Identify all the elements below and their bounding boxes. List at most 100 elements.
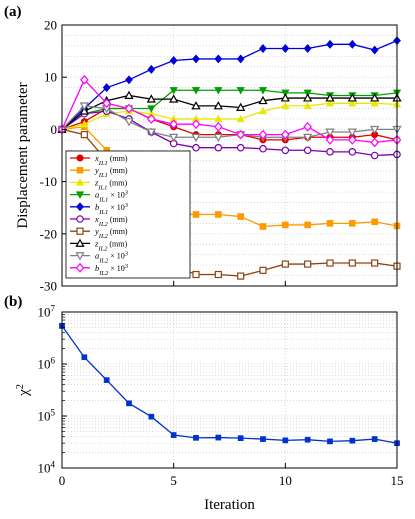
chart-a-series-1-point — [349, 220, 356, 227]
chart-a-series-6-point — [192, 270, 200, 279]
chart-a-series-line-8 — [61, 105, 397, 138]
chart-b-xlabel: Iteration — [204, 497, 255, 513]
chart-b-panel-label: (b) — [4, 294, 22, 310]
legend-label-unit: (mm) — [110, 154, 128, 163]
chart-b-series-0-point — [304, 436, 311, 443]
chart-a-series-7-point — [370, 93, 380, 102]
legend-label-symbol: z — [94, 177, 99, 187]
chart-a-series-5-point — [192, 143, 200, 152]
chart-a-series-4-point — [303, 44, 312, 53]
chart-a-series-3-point — [281, 89, 290, 98]
chart-b-ytick-label: 105 — [38, 408, 56, 424]
chart-a-series-7-point — [191, 101, 201, 110]
chart-a-series-2-point — [348, 99, 357, 107]
chart-a-series-1-point — [215, 211, 222, 218]
legend-label-symbol: a — [95, 251, 99, 261]
chart-a-series-9-point — [169, 119, 178, 130]
legend-label-symbol: b — [95, 263, 99, 273]
chart-a-series-5-point — [370, 151, 379, 160]
chart-a-series-5-point — [326, 148, 334, 156]
legend-label-symbol: y — [94, 226, 99, 236]
chart-a-series-7-point — [347, 93, 357, 102]
legend-label-subscript: IL1 — [98, 172, 108, 179]
chart-b-series-0-point — [170, 432, 177, 438]
chart-b-ytick-label: 106 — [38, 356, 56, 372]
chart-a-series-6-point — [304, 260, 312, 268]
chart-b-ytick-exponent: 7 — [51, 304, 56, 314]
chart-a-series-6-point — [259, 266, 267, 274]
chart-a-series-line-7 — [61, 94, 397, 130]
chart-b-series-0-point — [327, 438, 333, 445]
legend-label-unit: (mm) — [110, 215, 128, 224]
chart-a-panel-label: (a) — [4, 4, 22, 20]
chart-a-series-4-point — [214, 54, 223, 64]
chart-b-ylabel-exponent: 2 — [15, 384, 26, 389]
legend-label-exponent: 3 — [124, 201, 129, 208]
chart-a-series-9-point — [281, 129, 290, 140]
legend-label-subscript: IL2 — [98, 221, 109, 228]
chart-b-xtick-label: 10 — [279, 473, 292, 488]
chart-a-legend-label-0: xIL1 (mm) — [94, 153, 128, 167]
chart-a-series-line-4 — [61, 40, 398, 130]
chart-a-series-6-point — [348, 259, 356, 267]
chart-a-series-3-point — [258, 87, 268, 95]
chart-a-series-8-point — [213, 133, 223, 143]
chart-b-series-0-point — [282, 437, 289, 444]
chart-a-series-8-point — [347, 128, 357, 137]
chart-a-series-5-point — [259, 144, 267, 153]
chart-a-series-1-point — [282, 221, 289, 229]
chart-a-series-7-point — [79, 106, 89, 115]
chart-a-series-1-point — [192, 211, 200, 218]
chart-a-legend-marker-5 — [76, 215, 84, 223]
legend-label-subscript: IL2 — [98, 233, 109, 240]
legend-label-symbol: b — [95, 202, 99, 212]
chart-a: -30 -20 -10 0 10 20 (a) Displacement paramete… — [4, 4, 402, 294]
chart-a-ytick-label: 20 — [44, 18, 57, 33]
chart-a-grid — [62, 25, 397, 286]
chart-a-frame — [61, 24, 398, 287]
chart-b-ytick-exponent: 5 — [51, 408, 56, 418]
chart-a-ylabel: Displacement parameter — [15, 82, 31, 228]
chart-a-series-9-point — [147, 114, 156, 124]
chart-a-series-9-point — [370, 137, 379, 148]
chart-a-series-7-point — [325, 93, 335, 102]
chart-a-legend-label-5: xIL2 (mm) — [94, 214, 128, 228]
chart-a-series-9-point — [191, 119, 201, 130]
chart-a-series-2-point — [281, 101, 290, 110]
chart-a-series-4-point — [125, 75, 133, 85]
chart-a-series-6-point — [281, 260, 289, 268]
chart-b-series-0-point — [126, 400, 132, 407]
chart-a-series-4-point — [281, 44, 290, 53]
chart-a-series-8-point — [146, 128, 156, 137]
chart-a-legend-label-4: bIL1 × 103 — [95, 201, 129, 215]
chart-a-series-5-point — [348, 148, 357, 156]
chart-a-series-4-point — [169, 56, 178, 65]
chart-b-frame — [61, 311, 398, 469]
chart-a-legend-label-8: aIL2 × 103 — [95, 250, 129, 264]
chart-a-series-8-point — [325, 128, 335, 137]
chart-a-series-9-point — [124, 103, 134, 114]
legend-label-unit: × 10 — [110, 203, 125, 212]
chart-a-series-line-9 — [61, 78, 398, 144]
legend-label-unit: × 10 — [110, 252, 125, 261]
chart-a-series-8-point — [124, 118, 134, 127]
chart-a-series-7-point — [236, 102, 246, 111]
chart-a-series-9-point — [80, 74, 89, 85]
chart-b-series-0-point — [260, 436, 266, 442]
chart-b-series-0-point — [215, 434, 222, 441]
chart-a-series-9-point — [325, 134, 335, 145]
chart-a-legend-label-6: yIL2 (mm) — [94, 226, 128, 240]
chart-a-series-7-point — [124, 90, 134, 99]
chart-a-series-line-3 — [61, 89, 398, 130]
chart-a-legend-marker-7 — [75, 238, 85, 247]
legend-label-symbol: z — [94, 238, 99, 248]
chart-a-ytick-label: 10 — [44, 70, 57, 85]
chart-a-series-8-point — [303, 133, 313, 143]
chart-a-series-6-point — [237, 272, 245, 280]
chart-a-series-8-point — [191, 133, 201, 143]
chart-a-series-6-point — [371, 259, 379, 267]
chart-a-series-3-point — [236, 87, 245, 95]
chart-b-ytick-exponent: 6 — [51, 356, 56, 366]
chart-a-legend-marker-3 — [75, 191, 85, 199]
chart-b-xtick-label: 0 — [59, 473, 66, 488]
